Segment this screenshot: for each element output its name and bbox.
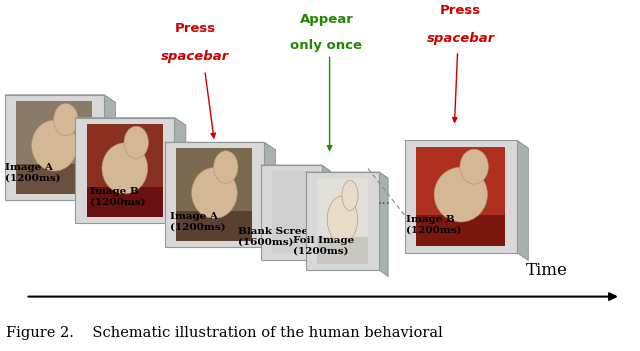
Ellipse shape bbox=[31, 120, 77, 171]
FancyBboxPatch shape bbox=[306, 172, 380, 270]
Polygon shape bbox=[104, 95, 115, 208]
Polygon shape bbox=[264, 142, 276, 255]
Text: Figure 2.    Schematic illustration of the human behavioral: Figure 2. Schematic illustration of the … bbox=[6, 326, 443, 340]
Ellipse shape bbox=[214, 151, 238, 183]
FancyBboxPatch shape bbox=[177, 212, 253, 241]
FancyBboxPatch shape bbox=[417, 214, 506, 246]
FancyBboxPatch shape bbox=[177, 148, 253, 241]
FancyBboxPatch shape bbox=[17, 101, 93, 194]
Polygon shape bbox=[5, 95, 115, 102]
Polygon shape bbox=[404, 140, 529, 148]
Text: spacebar: spacebar bbox=[161, 49, 229, 63]
FancyBboxPatch shape bbox=[261, 165, 322, 260]
Text: Press: Press bbox=[175, 21, 216, 35]
Ellipse shape bbox=[54, 104, 78, 136]
Polygon shape bbox=[380, 172, 388, 277]
Polygon shape bbox=[261, 165, 331, 171]
Text: Appear: Appear bbox=[300, 13, 353, 26]
Text: Image B
(1200ms): Image B (1200ms) bbox=[90, 187, 145, 206]
Text: Image A
(1200ms): Image A (1200ms) bbox=[5, 163, 61, 183]
Ellipse shape bbox=[102, 143, 148, 194]
FancyBboxPatch shape bbox=[76, 118, 174, 223]
Ellipse shape bbox=[191, 167, 237, 218]
FancyBboxPatch shape bbox=[87, 187, 163, 217]
Text: spacebar: spacebar bbox=[427, 32, 495, 45]
Text: ...: ... bbox=[378, 193, 390, 207]
Polygon shape bbox=[322, 165, 331, 266]
Polygon shape bbox=[76, 118, 186, 125]
Polygon shape bbox=[306, 172, 388, 178]
Text: only once: only once bbox=[291, 39, 362, 52]
Text: Image B
(1200ms): Image B (1200ms) bbox=[406, 215, 462, 234]
FancyBboxPatch shape bbox=[5, 95, 104, 200]
Ellipse shape bbox=[342, 180, 358, 210]
FancyBboxPatch shape bbox=[17, 164, 93, 194]
FancyBboxPatch shape bbox=[417, 147, 506, 246]
Polygon shape bbox=[165, 142, 276, 150]
Text: Blank Screen
(1600ms): Blank Screen (1600ms) bbox=[238, 227, 316, 246]
Text: Press: Press bbox=[440, 4, 481, 17]
Ellipse shape bbox=[124, 126, 148, 159]
FancyBboxPatch shape bbox=[87, 124, 163, 217]
Ellipse shape bbox=[434, 167, 488, 222]
Ellipse shape bbox=[327, 196, 358, 243]
Polygon shape bbox=[517, 140, 529, 260]
Ellipse shape bbox=[460, 149, 488, 184]
FancyBboxPatch shape bbox=[404, 140, 517, 253]
FancyBboxPatch shape bbox=[317, 178, 367, 264]
FancyBboxPatch shape bbox=[317, 237, 367, 264]
Text: Time: Time bbox=[526, 262, 568, 279]
FancyBboxPatch shape bbox=[273, 171, 310, 253]
FancyBboxPatch shape bbox=[165, 142, 264, 247]
FancyBboxPatch shape bbox=[273, 171, 310, 253]
Text: Foil Image
(1200ms): Foil Image (1200ms) bbox=[293, 236, 355, 255]
Polygon shape bbox=[174, 118, 186, 231]
Text: Image A
(1200ms): Image A (1200ms) bbox=[170, 212, 225, 231]
